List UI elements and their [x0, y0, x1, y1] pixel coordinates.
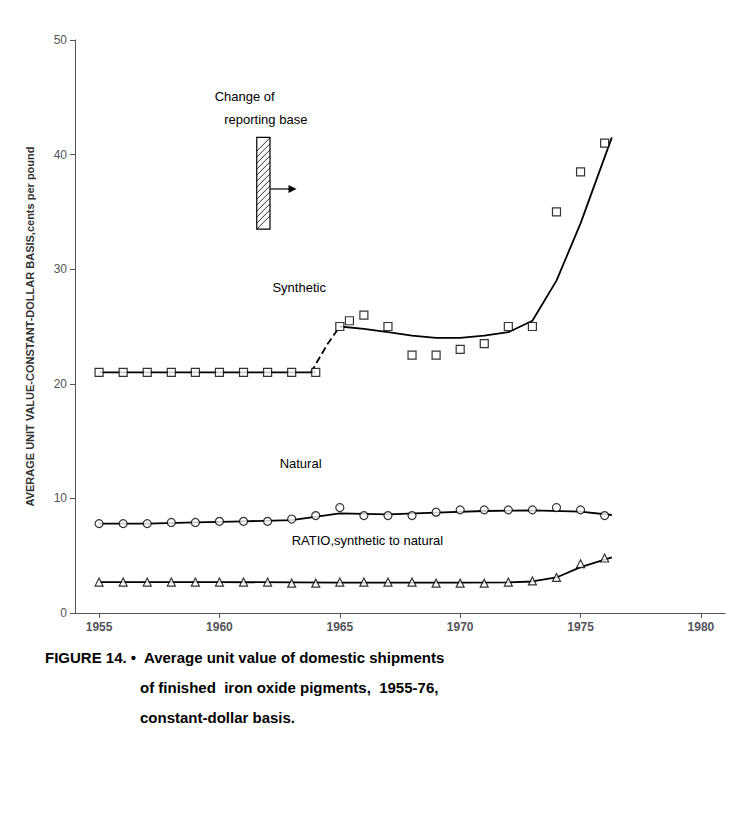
svg-text:RATIO,synthetic to natural: RATIO,synthetic to natural	[292, 533, 444, 548]
svg-text:1980: 1980	[688, 620, 715, 634]
svg-text:40: 40	[54, 148, 68, 162]
svg-text:10: 10	[54, 491, 68, 505]
svg-text:Natural: Natural	[280, 456, 322, 471]
svg-text:1960: 1960	[206, 620, 233, 634]
svg-text:20: 20	[54, 377, 68, 391]
svg-text:FIGURE 14. • Average unit val: FIGURE 14. • Average unit value of domes…	[45, 649, 444, 666]
svg-text:of finished iron oxide pigmen: of finished iron oxide pigments, 1955-76…	[140, 679, 438, 696]
svg-text:1965: 1965	[326, 620, 353, 634]
svg-text:1955: 1955	[86, 620, 113, 634]
svg-text:1975: 1975	[567, 620, 594, 634]
svg-text:reporting base: reporting base	[224, 112, 307, 127]
svg-text:AVERAGE UNIT VALUE-CONSTANT-DO: AVERAGE UNIT VALUE-CONSTANT-DOLLAR BASIS…	[24, 147, 36, 507]
svg-text:1970: 1970	[447, 620, 474, 634]
svg-text:constant-dollar basis.: constant-dollar basis.	[140, 709, 295, 726]
svg-text:0: 0	[60, 606, 67, 620]
svg-text:50: 50	[54, 33, 68, 47]
svg-text:30: 30	[54, 262, 68, 276]
svg-text:Synthetic: Synthetic	[272, 280, 326, 295]
svg-text:Change of: Change of	[215, 89, 275, 104]
